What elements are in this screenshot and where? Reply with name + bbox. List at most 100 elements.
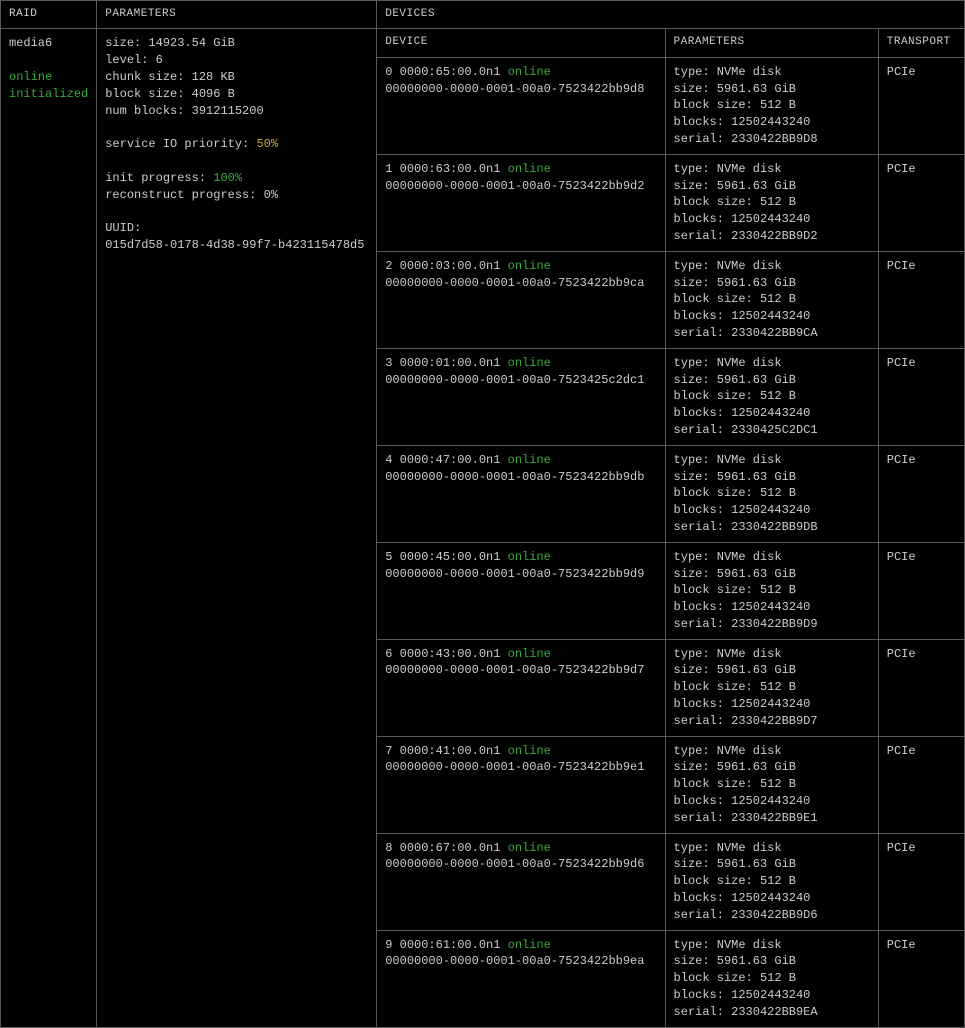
device-index-name: 1 0000:63:00.0n1: [385, 162, 507, 176]
device-name-line: 0 0000:65:00.0n1 online: [385, 64, 656, 81]
device-parameters-cell: type: NVMe disksize: 5961.63 GiBblock si…: [665, 736, 878, 833]
header-parameters: PARAMETERS: [97, 1, 377, 29]
device-parameters-cell: type: NVMe disksize: 5961.63 GiBblock si…: [665, 57, 878, 154]
raid-chunk-size: chunk size: 128 KB: [105, 69, 368, 86]
device-row: 9 0000:61:00.0n1 online00000000-0000-000…: [377, 930, 964, 1026]
device-type: type: NVMe disk: [674, 646, 870, 663]
device-block-size: block size: 512 B: [674, 291, 870, 308]
device-name-line: 9 0000:61:00.0n1 online: [385, 937, 656, 954]
device-status: online: [508, 841, 551, 855]
raid-row: media6 online initialized size: 14923.54…: [1, 29, 965, 1027]
device-type: type: NVMe disk: [674, 258, 870, 275]
device-block-size: block size: 512 B: [674, 679, 870, 696]
device-serial: serial: 2330422BB9D8: [674, 131, 870, 148]
device-blocks: blocks: 12502443240: [674, 308, 870, 325]
device-type: type: NVMe disk: [674, 355, 870, 372]
device-block-size: block size: 512 B: [674, 582, 870, 599]
raid-devices-cell: DEVICE PARAMETERS TRANSPORT 0 0000:65:00…: [377, 29, 965, 1027]
device-cell: 9 0000:61:00.0n1 online00000000-0000-000…: [377, 930, 665, 1026]
raid-service-io-pct: 50%: [256, 137, 278, 151]
device-size: size: 5961.63 GiB: [674, 178, 870, 195]
device-name-line: 5 0000:45:00.0n1 online: [385, 549, 656, 566]
device-block-size: block size: 512 B: [674, 970, 870, 987]
device-size: size: 5961.63 GiB: [674, 469, 870, 486]
header-transport: TRANSPORT: [878, 29, 964, 57]
device-blocks: blocks: 12502443240: [674, 502, 870, 519]
device-parameters-cell: type: NVMe disksize: 5961.63 GiBblock si…: [665, 542, 878, 639]
device-row: 1 0000:63:00.0n1 online00000000-0000-000…: [377, 154, 964, 251]
device-wwn: 00000000-0000-0001-00a0-7523425c2dc1: [385, 372, 656, 389]
device-serial: serial: 2330422BB9D6: [674, 907, 870, 924]
device-wwn: 00000000-0000-0001-00a0-7523422bb9d9: [385, 566, 656, 583]
device-blocks: blocks: 12502443240: [674, 599, 870, 616]
raid-name: media6: [9, 35, 88, 52]
device-wwn: 00000000-0000-0001-00a0-7523422bb9db: [385, 469, 656, 486]
device-status: online: [508, 938, 551, 952]
header-dev-parameters: PARAMETERS: [665, 29, 878, 57]
device-row: 5 0000:45:00.0n1 online00000000-0000-000…: [377, 542, 964, 639]
device-index-name: 9 0000:61:00.0n1: [385, 938, 507, 952]
device-size: size: 5961.63 GiB: [674, 953, 870, 970]
raid-outer-table: RAID PARAMETERS DEVICES media6 online in…: [0, 0, 965, 1028]
raid-size: size: 14923.54 GiB: [105, 35, 368, 52]
device-index-name: 8 0000:67:00.0n1: [385, 841, 507, 855]
device-index-name: 7 0000:41:00.0n1: [385, 744, 507, 758]
raid-block-size: block size: 4096 B: [105, 86, 368, 103]
device-name-line: 7 0000:41:00.0n1 online: [385, 743, 656, 760]
device-transport-cell: PCIe: [878, 445, 964, 542]
raid-init-progress: init progress: 100%: [105, 170, 368, 187]
device-blocks: blocks: 12502443240: [674, 987, 870, 1004]
device-wwn: 00000000-0000-0001-00a0-7523422bb9d2: [385, 178, 656, 195]
device-transport-cell: PCIe: [878, 833, 964, 930]
device-parameters-cell: type: NVMe disksize: 5961.63 GiBblock si…: [665, 639, 878, 736]
device-row: 7 0000:41:00.0n1 online00000000-0000-000…: [377, 736, 964, 833]
device-name-line: 4 0000:47:00.0n1 online: [385, 452, 656, 469]
device-row: 3 0000:01:00.0n1 online00000000-0000-000…: [377, 348, 964, 445]
device-status: online: [508, 65, 551, 79]
device-parameters-cell: type: NVMe disksize: 5961.63 GiBblock si…: [665, 833, 878, 930]
device-status: online: [508, 550, 551, 564]
device-serial: serial: 2330422BB9EA: [674, 1004, 870, 1021]
device-row: 2 0000:03:00.0n1 online00000000-0000-000…: [377, 251, 964, 348]
device-transport-cell: PCIe: [878, 251, 964, 348]
device-row: 0 0000:65:00.0n1 online00000000-0000-000…: [377, 57, 964, 154]
device-type: type: NVMe disk: [674, 549, 870, 566]
device-transport-cell: PCIe: [878, 348, 964, 445]
device-size: size: 5961.63 GiB: [674, 856, 870, 873]
device-wwn: 00000000-0000-0001-00a0-7523422bb9d6: [385, 856, 656, 873]
raid-name-cell: media6 online initialized: [1, 29, 97, 1027]
device-cell: 8 0000:67:00.0n1 online00000000-0000-000…: [377, 833, 665, 930]
device-type: type: NVMe disk: [674, 452, 870, 469]
device-parameters-cell: type: NVMe disksize: 5961.63 GiBblock si…: [665, 154, 878, 251]
device-serial: serial: 2330422BB9CA: [674, 325, 870, 342]
header-raid: RAID: [1, 1, 97, 29]
header-devices: DEVICES: [377, 1, 965, 29]
device-size: size: 5961.63 GiB: [674, 759, 870, 776]
device-blocks: blocks: 12502443240: [674, 405, 870, 422]
device-row: 8 0000:67:00.0n1 online00000000-0000-000…: [377, 833, 964, 930]
raid-status-online: online: [9, 69, 88, 86]
device-status: online: [508, 453, 551, 467]
device-status: online: [508, 647, 551, 661]
device-name-line: 1 0000:63:00.0n1 online: [385, 161, 656, 178]
device-cell: 4 0000:47:00.0n1 online00000000-0000-000…: [377, 445, 665, 542]
raid-num-blocks: num blocks: 3912115200: [105, 103, 368, 120]
device-transport-cell: PCIe: [878, 930, 964, 1026]
device-cell: 7 0000:41:00.0n1 online00000000-0000-000…: [377, 736, 665, 833]
device-block-size: block size: 512 B: [674, 776, 870, 793]
device-serial: serial: 2330422BB9DB: [674, 519, 870, 536]
device-index-name: 5 0000:45:00.0n1: [385, 550, 507, 564]
raid-init-progress-label: init progress:: [105, 171, 213, 185]
devices-table: DEVICE PARAMETERS TRANSPORT 0 0000:65:00…: [377, 29, 964, 1026]
device-transport-cell: PCIe: [878, 154, 964, 251]
device-status: online: [508, 356, 551, 370]
device-serial: serial: 2330422BB9D7: [674, 713, 870, 730]
device-parameters-cell: type: NVMe disksize: 5961.63 GiBblock si…: [665, 348, 878, 445]
raid-reconstruct-progress: reconstruct progress: 0%: [105, 187, 368, 204]
raid-parameters-cell: size: 14923.54 GiB level: 6 chunk size: …: [97, 29, 377, 1027]
raid-service-io-label: service IO priority:: [105, 137, 256, 151]
device-block-size: block size: 512 B: [674, 485, 870, 502]
device-cell: 6 0000:43:00.0n1 online00000000-0000-000…: [377, 639, 665, 736]
raid-service-io: service IO priority: 50%: [105, 136, 368, 153]
device-blocks: blocks: 12502443240: [674, 211, 870, 228]
